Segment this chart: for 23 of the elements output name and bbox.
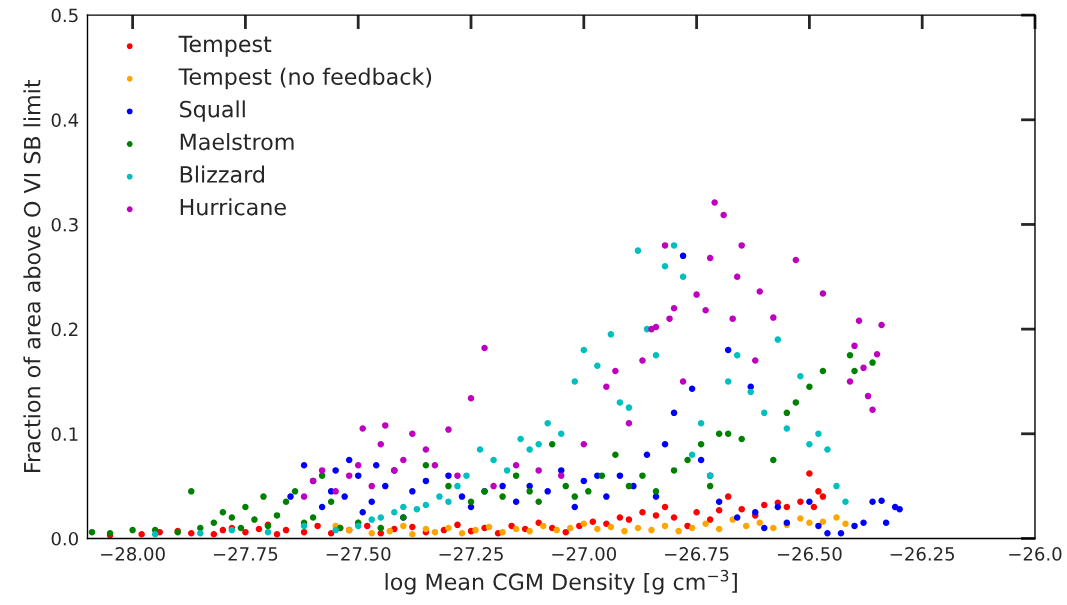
x-tick-label: −26.75 <box>665 547 729 561</box>
x-tick-label: −26.25 <box>890 547 955 561</box>
legend-label: Squall <box>180 100 245 122</box>
x-tick-label: −26.50 <box>777 547 842 561</box>
legend-label: Maelstrom <box>180 132 294 151</box>
legend-label: Blizzard <box>180 165 264 183</box>
y-axis-title: Fraction of area above O VI SB limit <box>23 79 41 472</box>
x-tick-label: −27.00 <box>552 547 617 561</box>
x-axis-title: log Mean CGM Density [g cm$^{−3}$] <box>385 569 737 595</box>
x-tick-label: −27.50 <box>326 547 391 561</box>
x-tick-label: −26.0 <box>1009 547 1062 561</box>
legend-label: Tempest (no feedback) <box>178 67 432 90</box>
y-tick-label: 0.0 <box>51 531 78 546</box>
legend-label: Hurricane <box>180 198 286 216</box>
y-tick-label: 0.4 <box>51 113 79 127</box>
y-tick-label: 0.5 <box>51 8 78 23</box>
y-tick-label: 0.3 <box>51 217 78 232</box>
x-tick-label: −27.75 <box>213 547 278 561</box>
y-tick-label: 0.2 <box>51 322 78 337</box>
y-tick-label: 0.1 <box>51 427 78 441</box>
legend-label: Tempest <box>178 35 272 57</box>
x-tick-label: −27.25 <box>439 547 503 561</box>
x-tick-label: −28.00 <box>101 547 165 561</box>
